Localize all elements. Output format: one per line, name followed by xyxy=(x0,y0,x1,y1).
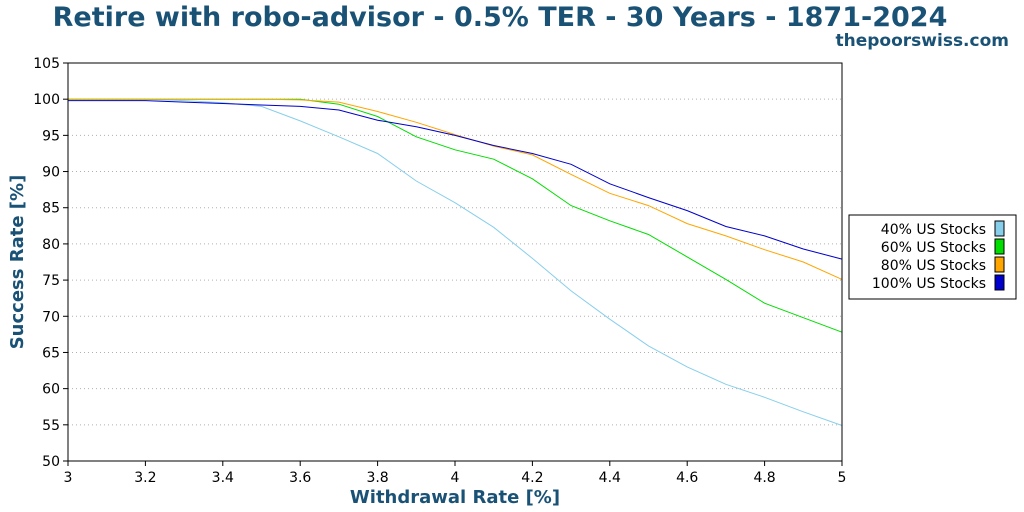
x-tick-label: 5 xyxy=(838,470,847,486)
x-tick-label: 3 xyxy=(64,470,73,486)
y-tick-label: 90 xyxy=(42,165,60,181)
y-axis-label: Success Rate [%] xyxy=(7,175,28,350)
series-lines xyxy=(68,98,843,426)
legend-label: 80% US Stocks xyxy=(881,258,986,274)
x-tick-label: 4.6 xyxy=(676,470,698,486)
x-tick-label: 4.2 xyxy=(521,470,543,486)
y-tick-label: 50 xyxy=(42,454,60,470)
legend-box xyxy=(848,214,1017,300)
x-tick-label: 3.4 xyxy=(212,470,234,486)
legend-label: 60% US Stocks xyxy=(881,240,986,256)
x-tick-label: 3.8 xyxy=(366,470,388,486)
legend-swatch xyxy=(994,256,1005,273)
chart-subtitle: thepoorswiss.com xyxy=(836,31,1010,51)
legend-swatch xyxy=(994,238,1005,255)
grid xyxy=(68,62,842,462)
x-axis: 3 3.2 3.4 3.6 3.8 4 4.2 4.4 4.6 4.8 5 xyxy=(64,461,847,486)
legend: 40% US Stocks 60% US Stocks 80% US Stocks 1… xyxy=(848,214,1017,300)
y-tick-label: 55 xyxy=(42,418,60,434)
y-tick-label: 65 xyxy=(42,345,60,361)
series-line-4 xyxy=(68,100,843,260)
y-tick-label: 75 xyxy=(42,273,60,289)
series-line-3 xyxy=(68,98,843,280)
x-tick-label: 3.2 xyxy=(134,470,156,486)
x-axis-label: Withdrawal Rate [%] xyxy=(350,487,560,508)
y-tick-label: 70 xyxy=(42,309,60,325)
legend-label: 40% US Stocks xyxy=(881,222,986,238)
x-tick-label: 4.8 xyxy=(753,470,775,486)
y-tick-label: 85 xyxy=(42,201,60,217)
x-tick-label: 3.6 xyxy=(289,470,311,486)
legend-label: 100% US Stocks xyxy=(872,276,986,292)
y-tick-label: 80 xyxy=(42,237,60,253)
series-line-1 xyxy=(68,98,843,426)
y-tick-label: 95 xyxy=(42,128,60,144)
x-tick-label: 4.4 xyxy=(599,470,621,486)
y-tick-label: 105 xyxy=(33,56,60,72)
y-tick-label: 100 xyxy=(33,92,60,108)
x-tick-label: 4 xyxy=(451,470,460,486)
y-tick-label: 60 xyxy=(42,382,60,398)
chart-title: Retire with robo-advisor - 0.5% TER - 30… xyxy=(53,2,948,33)
legend-swatch xyxy=(994,274,1005,291)
plot-area xyxy=(67,62,843,462)
y-axis: 50 55 60 65 70 75 80 85 90 95 100 105 xyxy=(33,56,68,470)
legend-swatch xyxy=(994,220,1005,237)
